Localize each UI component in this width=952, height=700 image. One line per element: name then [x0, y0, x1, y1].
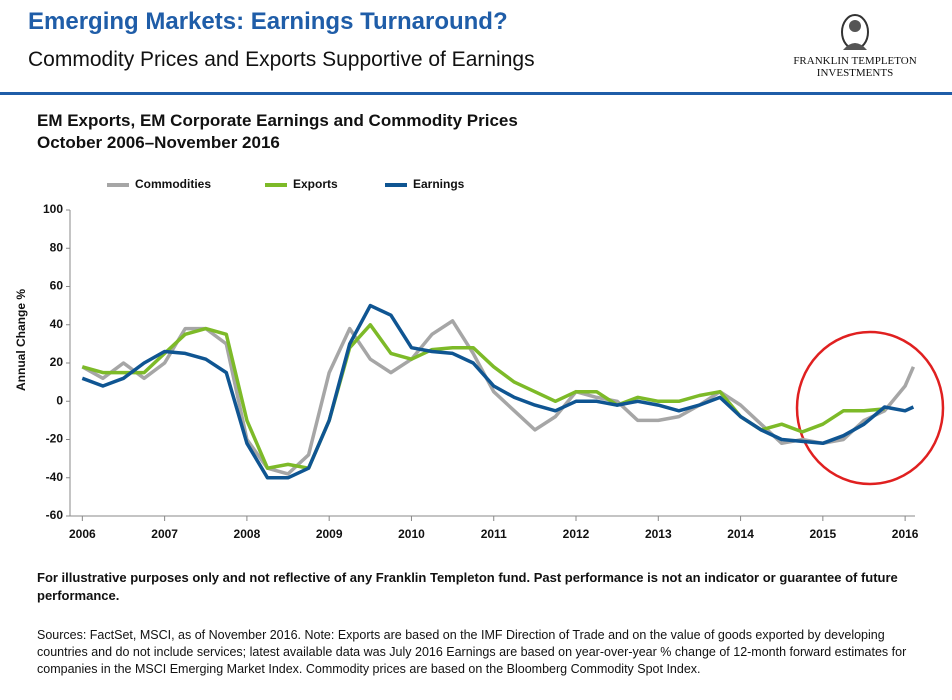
slide-title: Emerging Markets: Earnings Turnaround?	[28, 8, 508, 35]
logo-text: FRANKLIN TEMPLETON	[793, 55, 917, 67]
x-tick-label: 2016	[892, 527, 919, 541]
chart-title: EM Exports, EM Corporate Earnings and Co…	[37, 111, 518, 130]
legend-label: Commodities	[135, 177, 211, 191]
y-tick-label: 40	[50, 317, 64, 331]
y-tick-label: -60	[46, 508, 64, 522]
x-tick-label: 2009	[316, 527, 343, 541]
series-line	[81, 319, 916, 476]
sources: Sources: FactSet, MSCI, as of November 2…	[37, 628, 907, 676]
legend-label: Earnings	[413, 177, 465, 191]
x-tick-label: 2011	[481, 527, 507, 541]
y-tick-label: -20	[46, 432, 64, 446]
x-tick-label: 2007	[151, 527, 178, 541]
chart: Annual Change % -60 -40 -20 0 20 40 60 80 100 200…	[14, 177, 945, 541]
x-tick-label: 2015	[809, 527, 836, 541]
series-line	[81, 303, 915, 480]
disclaimer: For illustrative purposes only and not r…	[37, 570, 898, 603]
x-tick-label: 2013	[645, 527, 672, 541]
y-tick-label: 80	[50, 240, 64, 254]
logo-portrait	[841, 14, 869, 50]
highlight-circle	[795, 330, 945, 486]
chart-subtitle: October 2006–November 2016	[37, 133, 280, 152]
y-tick-label: 20	[50, 355, 64, 369]
x-tick-label: 2014	[727, 527, 754, 541]
y-tick-label: -40	[46, 470, 64, 484]
chart-title-block: EM Exports, EM Corporate Earnings and Co…	[37, 110, 518, 154]
series-line	[81, 323, 885, 470]
x-tick-label: 2008	[234, 527, 261, 541]
y-tick-label: 0	[56, 393, 63, 407]
y-tick-label: 100	[43, 202, 63, 216]
logo: FRANKLIN TEMPLETON INVESTMENTS	[770, 10, 940, 79]
slide-subtitle: Commodity Prices and Exports Supportive …	[28, 48, 535, 71]
x-tick-label: 2012	[563, 527, 590, 541]
y-axis-label: Annual Change %	[14, 289, 28, 391]
x-tick-label: 2010	[398, 527, 425, 541]
y-tick-label: 60	[50, 279, 64, 293]
logo-text: INVESTMENTS	[816, 67, 894, 79]
header-rule	[0, 92, 952, 95]
legend-label: Exports	[293, 177, 338, 191]
x-tick-label: 2006	[69, 527, 96, 541]
